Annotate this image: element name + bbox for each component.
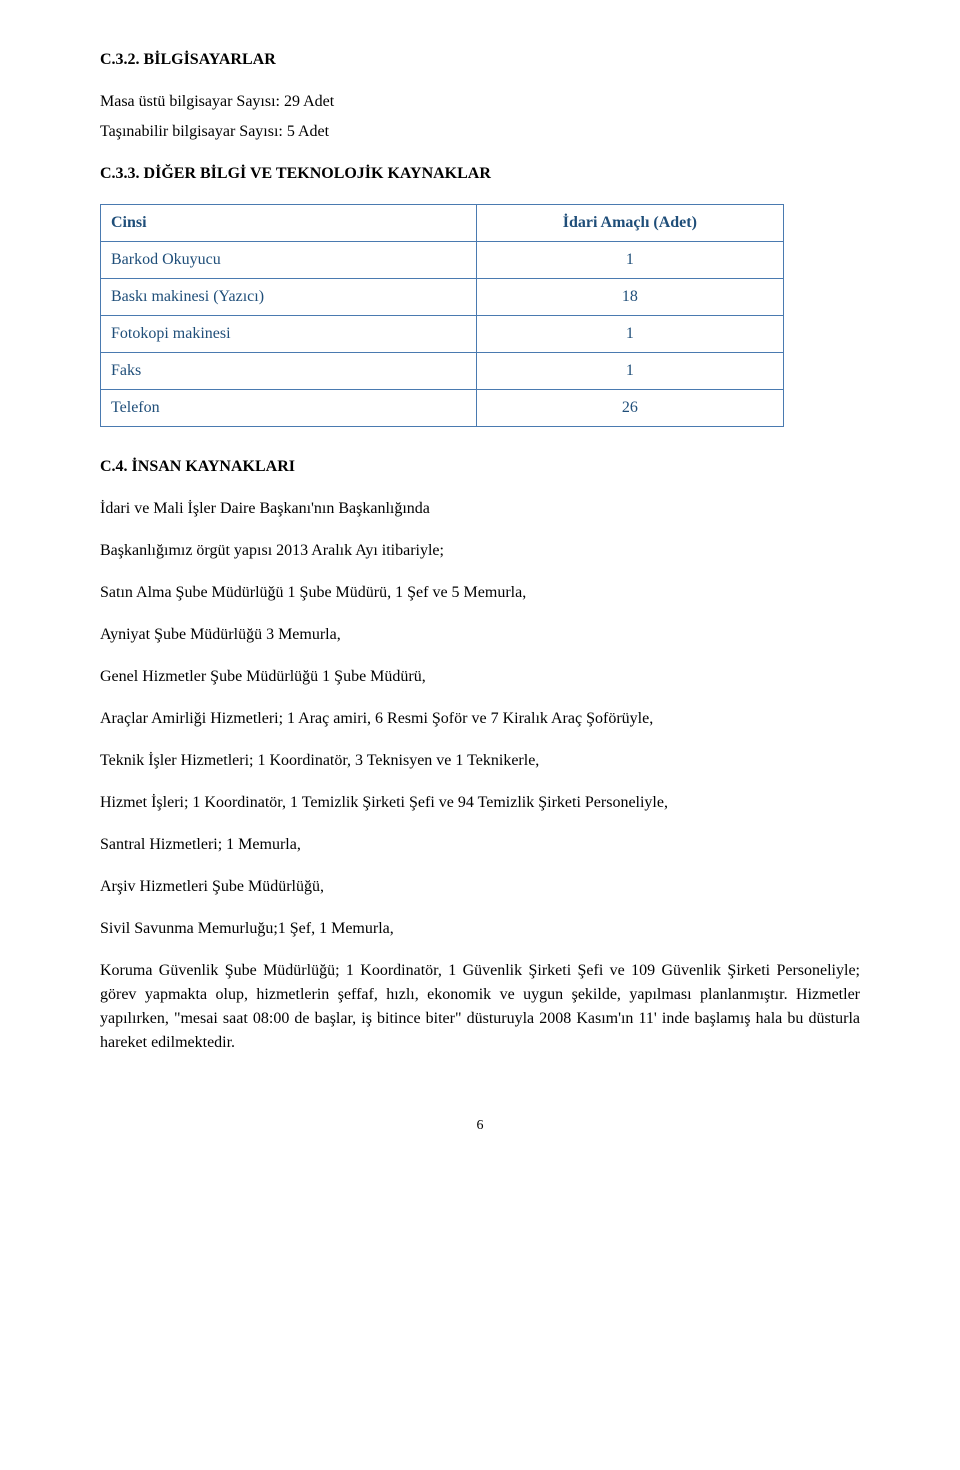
laptop-count-line: Taşınabilir bilgisayar Sayısı: 5 Adet: [100, 120, 860, 144]
table-row: Telefon 26: [101, 390, 784, 427]
body-paragraph: Sivil Savunma Memurluğu;1 Şef, 1 Memurla…: [100, 917, 860, 941]
table-cell: 18: [476, 279, 783, 316]
body-paragraph: Ayniyat Şube Müdürlüğü 3 Memurla,: [100, 623, 860, 647]
desktop-count-line: Masa üstü bilgisayar Sayısı: 29 Adet: [100, 90, 860, 114]
section-heading-c32: C.3.2. BİLGİSAYARLAR: [100, 48, 860, 72]
body-paragraph: Arşiv Hizmetleri Şube Müdürlüğü,: [100, 875, 860, 899]
body-paragraph: Teknik İşler Hizmetleri; 1 Koordinatör, …: [100, 749, 860, 773]
table-cell: 1: [476, 353, 783, 390]
body-paragraph: Genel Hizmetler Şube Müdürlüğü 1 Şube Mü…: [100, 665, 860, 689]
table-cell: Telefon: [101, 390, 477, 427]
table-cell: Baskı makinesi (Yazıcı): [101, 279, 477, 316]
table-row: Fotokopi makinesi 1: [101, 316, 784, 353]
body-paragraph: Hizmet İşleri; 1 Koordinatör, 1 Temizlik…: [100, 791, 860, 815]
table-cell: Faks: [101, 353, 477, 390]
section-heading-c33: C.3.3. DİĞER BİLGİ VE TEKNOLOJİK KAYNAKL…: [100, 162, 860, 186]
section-heading-c4: C.4. İNSAN KAYNAKLARI: [100, 455, 860, 479]
table-header-row: Cinsi İdari Amaçlı (Adet): [101, 205, 784, 242]
table-row: Barkod Okuyucu 1: [101, 242, 784, 279]
body-paragraph: Başkanlığımız örgüt yapısı 2013 Aralık A…: [100, 539, 860, 563]
table-row: Faks 1: [101, 353, 784, 390]
body-paragraph: Araçlar Amirliği Hizmetleri; 1 Araç amir…: [100, 707, 860, 731]
table-cell: 1: [476, 242, 783, 279]
body-paragraph: Satın Alma Şube Müdürlüğü 1 Şube Müdürü,…: [100, 581, 860, 605]
table-cell: Barkod Okuyucu: [101, 242, 477, 279]
body-paragraph-final: Koruma Güvenlik Şube Müdürlüğü; 1 Koordi…: [100, 959, 860, 1055]
page-number: 6: [100, 1115, 860, 1136]
table-cell: 1: [476, 316, 783, 353]
resources-table: Cinsi İdari Amaçlı (Adet) Barkod Okuyucu…: [100, 204, 784, 427]
table-cell: Fotokopi makinesi: [101, 316, 477, 353]
body-paragraph: İdari ve Mali İşler Daire Başkanı'nın Ba…: [100, 497, 860, 521]
body-paragraph: Santral Hizmetleri; 1 Memurla,: [100, 833, 860, 857]
table-cell: 26: [476, 390, 783, 427]
table-header-adet: İdari Amaçlı (Adet): [476, 205, 783, 242]
table-row: Baskı makinesi (Yazıcı) 18: [101, 279, 784, 316]
table-header-cinsi: Cinsi: [101, 205, 477, 242]
